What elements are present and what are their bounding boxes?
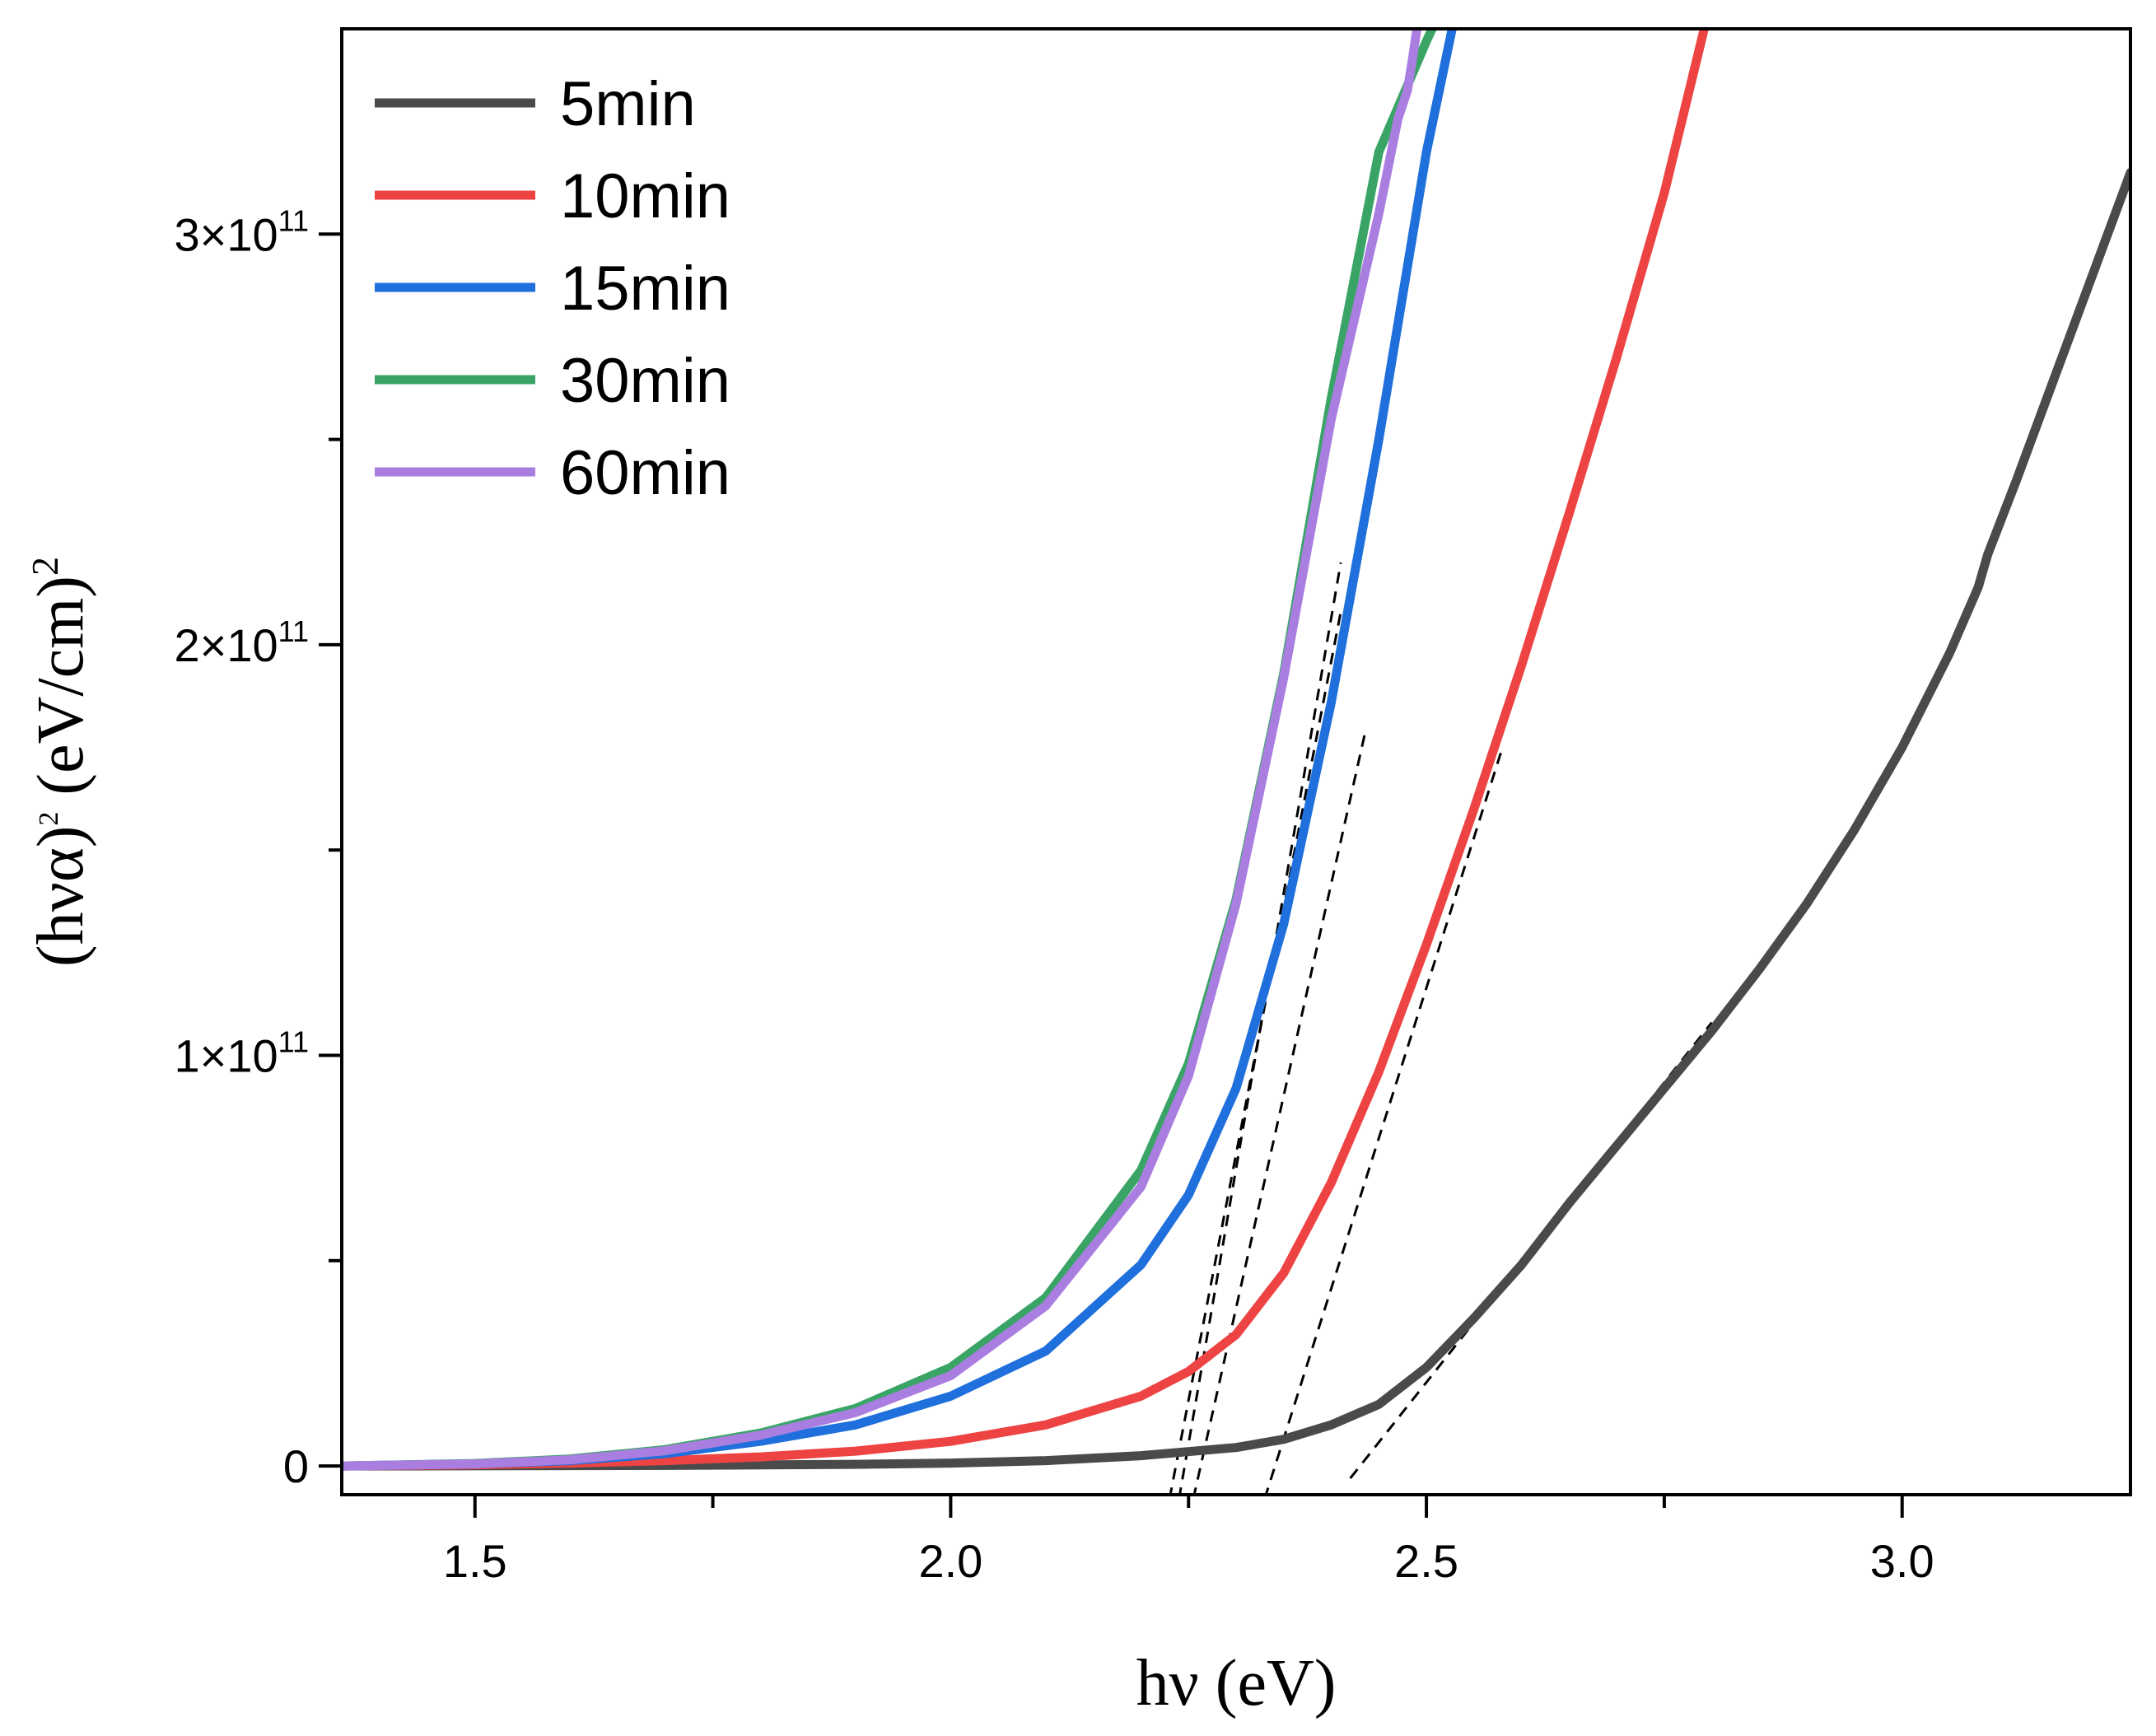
y-tick-label-exp: 11 — [278, 1024, 309, 1058]
fit-line-60min — [1169, 611, 1342, 1495]
y-axis-title-exp: 2 — [34, 812, 64, 826]
series-line-5min — [342, 168, 2130, 1471]
axis-ticks — [319, 232, 1904, 1518]
legend-label-60min: 60min — [560, 438, 730, 508]
y-tick-label-exp: 11 — [278, 203, 309, 237]
fit-line-10min — [1264, 747, 1504, 1495]
x-tick-label: 2.5 — [1394, 1535, 1458, 1587]
y-axis-title-unit-exp: 2 — [24, 557, 66, 576]
series-lines — [342, 29, 2130, 1471]
y-tick-label-base: 0 — [283, 1440, 309, 1492]
plot-frame — [340, 27, 2132, 1496]
y-tick-label: 1×1011 — [174, 1024, 309, 1081]
y-axis-title: (hνα)2 (eV/cm)2 — [24, 557, 97, 967]
x-axis-title: hν (eV) — [1136, 1647, 1337, 1720]
y-tick-label-exp: 11 — [278, 614, 309, 648]
y-tick-label: 2×1011 — [174, 614, 309, 671]
legend-label-30min: 30min — [560, 346, 730, 416]
x-tick-label: 3.0 — [1870, 1535, 1934, 1587]
fit-line-15min — [1192, 735, 1366, 1495]
y-axis-title-base: (hνα) — [25, 826, 97, 967]
y-axis-title-unit: (eV/cm) — [25, 576, 97, 812]
y-tick-label: 3×1011 — [174, 203, 309, 260]
legend-label-10min: 10min — [560, 161, 730, 231]
x-tick-label: 1.5 — [443, 1535, 507, 1587]
series-line-60min — [342, 29, 1421, 1471]
y-tick-label-base: 2×10 — [174, 619, 278, 671]
x-tick-label: 2.0 — [918, 1535, 982, 1587]
series-line-10min — [342, 29, 1709, 1471]
y-tick-label: 0 — [283, 1440, 309, 1492]
y-tick-label-base: 1×10 — [174, 1029, 278, 1081]
legend: 5min 10min 15min 30min 60min — [375, 69, 730, 508]
legend-label-5min: 5min — [560, 69, 696, 139]
legend-label-15min: 15min — [560, 254, 730, 324]
x-tick-labels: 1.5 2.0 2.5 3.0 — [443, 1535, 1934, 1587]
y-tick-label-base: 3×10 — [174, 208, 278, 260]
